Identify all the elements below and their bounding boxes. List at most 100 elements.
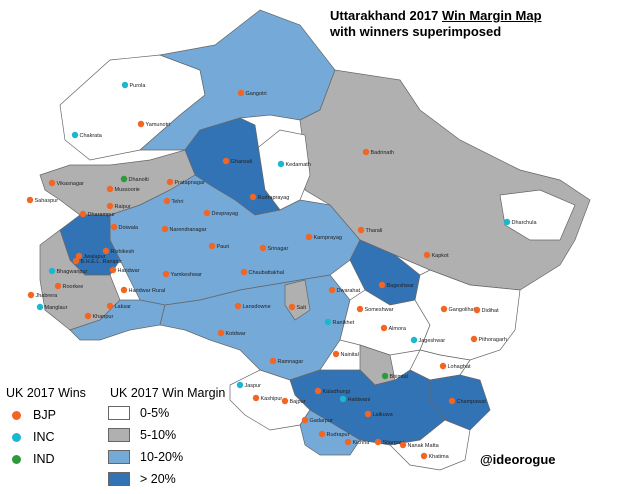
winner-dot [473, 306, 481, 314]
winner-dot [374, 438, 382, 446]
winner-dot [203, 209, 211, 217]
constituency-label: Nainital [341, 352, 359, 358]
constituency-marker: Gangolihat [440, 305, 476, 313]
constituency-marker: Sitarganj [374, 438, 404, 446]
constituency-marker: Laksar [106, 302, 131, 310]
constituency-label: Pratapnagar [175, 180, 205, 186]
constituency-marker: Jageshwar [410, 336, 445, 344]
constituency-label: Yamkeshwar [171, 272, 203, 278]
constituency-marker: Narendranagar [161, 225, 207, 233]
winner-dot [356, 305, 364, 313]
region-badrinath [299, 69, 591, 291]
winner-dot [120, 175, 128, 183]
constituency-marker: Sahaspur [26, 196, 59, 204]
constituency-marker: Ghansali [222, 157, 252, 165]
constituency-label: Narendranagar [170, 227, 207, 233]
legend-ind: IND [12, 452, 55, 466]
winner-dot [48, 179, 56, 187]
constituency-marker: Lalkuwa [364, 410, 394, 418]
constituency-label: Sahaspur [35, 198, 59, 204]
winner-dot [48, 267, 56, 275]
constituency-marker: Srinagar [259, 244, 288, 252]
constituency-marker: Haridwar Rural [120, 286, 165, 294]
constituency-label: Haldwani [348, 397, 371, 403]
constituency-marker: Almora [380, 324, 407, 332]
winner-dot [72, 257, 80, 265]
constituency-marker: Dharampur [79, 210, 115, 218]
winner-dot [362, 148, 370, 156]
winner-dot [328, 286, 336, 294]
winner-dot [339, 395, 347, 403]
constituency-marker: Devprayag [203, 209, 238, 217]
winner-dot [240, 268, 248, 276]
constituency-marker: Mussoorie [106, 185, 140, 193]
winner-dot [252, 394, 260, 402]
legend-0-5: 0-5% [108, 406, 169, 420]
region-khatima [389, 419, 471, 471]
constituency-label: Champawat [457, 399, 487, 405]
winner-dot [318, 430, 326, 438]
map-regions [39, 9, 591, 471]
constituency-marker: Nanak Matta [399, 441, 440, 449]
constituency-label: Jwalapur [84, 254, 106, 260]
winner-dot [423, 251, 431, 259]
winner-dot [236, 381, 244, 389]
constituency-label: Salt [297, 305, 307, 311]
constituency-marker: Bajpur [281, 397, 306, 405]
swatch-0-5 [108, 406, 130, 420]
author-credit: @ideorogue [480, 452, 556, 467]
constituency-label: Dwarahat [337, 288, 361, 294]
constituency-label: Gangotri [246, 91, 267, 97]
winner-markers: Purola Gangotri Yamunotri Chakrata Badrinath… [26, 81, 538, 460]
constituency-label: Yamunotri [146, 122, 171, 128]
constituency-label: Karnprayag [314, 235, 342, 241]
winner-dot [380, 324, 388, 332]
constituency-marker: Doiwala [110, 223, 140, 231]
winner-dot [222, 157, 230, 165]
constituency-label: B.H.E.L. Ranipur [81, 259, 122, 265]
constituency-label: Badrinath [371, 150, 395, 156]
winner-dot [305, 233, 313, 241]
constituency-label: Tharali [366, 228, 383, 234]
constituency-marker: Dwarahat [328, 286, 361, 294]
winner-dot [503, 218, 511, 226]
winner-dot [439, 362, 447, 370]
constituency-marker: Raipur [106, 202, 131, 210]
constituency-marker: Badrinath [362, 148, 395, 156]
constituency-marker: Vikasnagar [48, 179, 84, 187]
winner-dot [54, 282, 62, 290]
constituency-marker: Chakrata [71, 131, 103, 139]
constituency-marker: Yamkeshwar [162, 270, 203, 278]
constituency-marker: B.H.E.L. Ranipur [72, 257, 122, 265]
region-gadarpur [299, 409, 361, 456]
winner-dot [84, 312, 92, 320]
winner-dot [357, 226, 365, 234]
constituency-label: Doiwala [119, 225, 140, 231]
legend-20-plus: > 20% [108, 472, 176, 486]
constituency-marker: Kedarnath [277, 160, 311, 168]
constituency-label: Haridwar [118, 268, 140, 274]
constituency-marker: Roorkee [54, 282, 83, 290]
constituency-marker: Tharali [357, 226, 383, 234]
winner-dot [26, 196, 34, 204]
constituency-marker: Gadarpur [301, 416, 333, 424]
constituency-label: Jhabrera [36, 293, 59, 299]
region-dharchula [499, 189, 576, 241]
winner-dot [36, 303, 44, 311]
constituency-label: Rudraprayag [258, 195, 290, 201]
constituency-marker: Khanpur [84, 312, 113, 320]
constituency-marker: Gangotri [237, 89, 267, 97]
constituency-label: Gangolihat [449, 307, 476, 313]
constituency-label: Tehri [172, 199, 184, 205]
constituency-label: Ranikhet [333, 320, 355, 326]
constituency-label: Lansdowne [243, 304, 271, 310]
constituency-label: Kaladhungi [323, 389, 351, 395]
legend-bjp: BJP [12, 408, 56, 422]
constituency-marker: Pratapnagar [166, 178, 205, 186]
constituency-marker: Jwalapur [75, 252, 106, 260]
region-pithoragarh [414, 269, 521, 361]
constituency-marker: Pithoragarh [470, 335, 507, 343]
constituency-marker: Manglaur [36, 303, 68, 311]
winner-dot [106, 302, 114, 310]
